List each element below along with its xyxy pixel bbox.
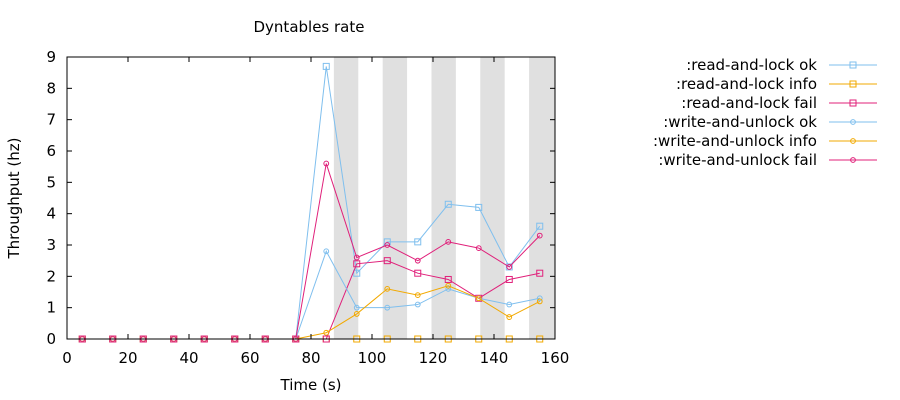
- data-point: [475, 295, 482, 302]
- legend: :read-and-lock ok:read-and-lock info:rea…: [653, 56, 877, 169]
- series-layer: [78, 62, 544, 343]
- data-point: [536, 232, 543, 239]
- data-point: [475, 203, 483, 211]
- series-line: [82, 260, 540, 340]
- data-point: [383, 257, 391, 265]
- shaded-intervals: [333, 57, 555, 339]
- legend-label: :write-and-unlock info: [653, 132, 817, 150]
- x-tick-label: 160: [541, 349, 570, 367]
- data-point: [322, 62, 330, 70]
- y-tick-label: 3: [46, 236, 56, 254]
- legend-label: :read-and-lock info: [676, 75, 817, 93]
- x-axis: 0 20 40 60 80 100 120 140 160: [62, 57, 569, 367]
- data-point: [353, 254, 360, 261]
- data-point: [353, 304, 360, 311]
- y-tick-label: 1: [46, 299, 56, 317]
- legend-marker: [850, 157, 856, 163]
- data-point: [414, 257, 421, 264]
- legend-marker: [850, 138, 856, 144]
- data-point: [536, 295, 543, 302]
- y-tick-label: 6: [46, 142, 56, 160]
- data-point: [353, 269, 361, 277]
- y-tick-label: 8: [46, 79, 56, 97]
- data-point: [323, 248, 330, 255]
- data-point: [384, 304, 391, 311]
- y-tick-label: 2: [46, 267, 56, 285]
- legend-marker: [849, 80, 857, 88]
- data-point: [444, 200, 452, 208]
- data-point: [323, 160, 330, 167]
- data-point: [414, 292, 421, 299]
- legend-marker: [849, 61, 857, 69]
- shaded-interval-4: [529, 57, 555, 339]
- data-point: [506, 264, 513, 270]
- data-point: [505, 263, 513, 271]
- data-point: [475, 245, 482, 252]
- legend-label: :write-and-unlock fail: [658, 151, 817, 169]
- data-point: [536, 269, 544, 277]
- series-line: [82, 66, 541, 340]
- data-point: [353, 260, 361, 268]
- chart-title: Dyntables rate: [254, 18, 365, 36]
- x-tick-label: 20: [118, 349, 137, 367]
- shaded-interval-3: [480, 57, 505, 339]
- x-tick-label: 100: [358, 349, 387, 367]
- y-tick-label: 7: [46, 111, 56, 129]
- x-tick-label: 120: [419, 349, 448, 367]
- series-4: [79, 282, 543, 342]
- x-axis-label: Time (s): [280, 376, 342, 394]
- data-point: [414, 269, 422, 277]
- y-tick-label: 0: [46, 330, 56, 348]
- series-5: [79, 160, 543, 342]
- data-point: [445, 285, 452, 292]
- data-point: [505, 275, 513, 283]
- legend-marker: [850, 119, 856, 125]
- legend-label: :write-and-unlock ok: [663, 113, 817, 131]
- data-point: [444, 275, 452, 283]
- x-tick-label: 80: [301, 349, 320, 367]
- y-tick-label: 5: [46, 173, 56, 191]
- data-point: [506, 301, 513, 308]
- legend-marker: [849, 99, 857, 107]
- x-tick-label: 60: [240, 349, 259, 367]
- data-point: [353, 311, 360, 317]
- data-point: [506, 314, 513, 320]
- x-tick-label: 140: [480, 349, 509, 367]
- data-point: [384, 285, 391, 292]
- data-point: [536, 222, 544, 230]
- legend-label: :read-and-lock ok: [686, 56, 817, 74]
- data-point: [445, 282, 452, 289]
- data-point: [414, 238, 422, 246]
- data-point: [384, 242, 391, 248]
- legend-label: :read-and-lock fail: [681, 94, 817, 112]
- x-tick-label: 40: [179, 349, 198, 367]
- x-tick-label: 0: [62, 349, 72, 367]
- y-tick-label: 9: [46, 48, 56, 66]
- data-point: [445, 238, 452, 245]
- series-2: [78, 257, 544, 343]
- shaded-interval-1: [382, 57, 408, 339]
- y-axis-label: Throughput (hz): [5, 138, 23, 260]
- shaded-interval-2: [431, 57, 456, 339]
- series-line: [82, 163, 541, 340]
- data-point: [536, 298, 543, 305]
- data-point: [414, 301, 421, 308]
- y-axis: 0 1 2 3 4 5 6 7 8 9: [46, 48, 555, 348]
- y-tick-label: 4: [46, 205, 56, 223]
- series-0: [78, 62, 544, 343]
- data-point: [323, 329, 330, 336]
- data-point: [475, 294, 483, 302]
